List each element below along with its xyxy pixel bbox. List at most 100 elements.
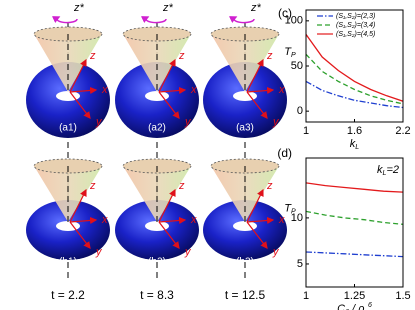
label: kL <box>350 138 360 151</box>
body-axis-label: z <box>266 50 273 62</box>
body-axis <box>69 91 91 119</box>
torus-hole <box>145 91 169 101</box>
body-axis-label: y <box>272 246 280 258</box>
body-axis-label: x <box>190 214 197 226</box>
legend-label: (S₁,S₂)=(3,4) <box>336 22 375 29</box>
label-part: L <box>383 170 387 177</box>
cone <box>211 166 279 222</box>
body-axis-label: x <box>278 214 285 226</box>
label-part: L <box>355 144 359 151</box>
rotation-arrow <box>228 16 255 24</box>
body-axis <box>246 58 264 93</box>
y-tick-label: 10 <box>291 212 303 224</box>
body-axis-label: z <box>266 180 273 192</box>
label-part: / ρ <box>349 303 364 310</box>
body-axis <box>246 221 268 249</box>
label-part: c <box>364 309 368 310</box>
y-tick-label: 100 <box>285 15 303 27</box>
torus-hole <box>233 221 257 231</box>
renders: z* x y z (a1) x y z (b1) t = 2.2 z* x y z (a2) x y z (b2) t… <box>26 2 287 302</box>
panel-label: (b1) <box>59 257 77 268</box>
torus-hole <box>145 221 169 231</box>
x-tick-label: 1 <box>303 290 309 302</box>
body-axis-label: x <box>101 214 108 226</box>
body-axis-label: x <box>190 84 197 96</box>
x-tick-label: 1.5 <box>395 290 410 302</box>
body-axis-label: y <box>184 246 192 258</box>
label: kL=2 <box>377 164 399 177</box>
torus-hole <box>56 91 80 101</box>
render-panel: x y z (b1) <box>26 158 110 268</box>
body-axis-label: z <box>178 50 185 62</box>
panel-label: (a3) <box>236 123 254 134</box>
legend-label: (S₁,S₂)=(4,5) <box>336 31 375 38</box>
label-part: P <box>291 52 296 59</box>
y-tick-label: 50 <box>291 60 303 72</box>
plot-frame <box>305 9 404 123</box>
rotation-arrow <box>51 16 78 24</box>
body-axis <box>246 188 264 223</box>
x-tick-label: 1.6 <box>347 125 362 137</box>
rotation-axis-label: z* <box>250 2 262 14</box>
x-tick-label: 1.25 <box>344 290 365 302</box>
render-panel: x y z (b2) <box>115 158 199 268</box>
x-tick-label: 1 <box>303 125 309 137</box>
panel-label: (d) <box>277 146 292 160</box>
body-axis <box>158 221 180 249</box>
series-line <box>306 182 403 193</box>
series-line <box>306 251 403 258</box>
rotation-arrow <box>140 16 167 24</box>
series-line <box>306 34 403 102</box>
label-part: P <box>291 208 296 215</box>
body-axis <box>69 86 98 95</box>
body-axis-label: z <box>89 50 96 62</box>
body-axis <box>158 188 176 223</box>
body-axis-label: z <box>89 180 96 192</box>
render-panel: x y z (a2) <box>115 26 199 138</box>
cone <box>123 34 191 92</box>
series-line <box>306 53 403 105</box>
torus-hole <box>233 91 257 101</box>
label: C6 / ρc6 <box>337 302 372 310</box>
body-axis <box>69 216 98 225</box>
body-axis-label: x <box>278 84 285 96</box>
body-axis <box>158 91 180 119</box>
panel-label: (b3) <box>236 257 254 268</box>
series-line <box>306 210 403 225</box>
body-axis <box>69 188 87 223</box>
body-axis <box>246 91 268 119</box>
body-axis-label: y <box>272 116 280 128</box>
rotation-axis-label: z* <box>73 2 85 14</box>
body-axis-label: z <box>178 180 185 192</box>
body-axis <box>158 86 187 95</box>
plot-frame <box>305 157 404 288</box>
label-part: C <box>337 303 345 310</box>
label: TP <box>284 202 296 215</box>
render-panel: x y z (a3) <box>203 26 287 138</box>
label-part: k <box>377 164 383 176</box>
series-line <box>306 80 403 109</box>
body-axis-label: y <box>95 246 103 258</box>
label-part: k <box>350 138 356 150</box>
body-axis <box>246 86 275 95</box>
label-part: 6 <box>345 309 349 310</box>
cone <box>123 166 191 222</box>
render-panel: x y z (a1) <box>26 26 110 138</box>
time-label: t = 2.2 <box>51 288 85 302</box>
panel-label: (a1) <box>59 123 77 134</box>
panel-label: (b2) <box>148 257 166 268</box>
panel-label: (c) <box>278 6 292 20</box>
time-label: t = 8.3 <box>140 288 174 302</box>
y-tick-label: 5 <box>297 258 303 270</box>
body-axis-label: y <box>184 116 192 128</box>
cone <box>211 34 279 92</box>
label-part: =2 <box>386 164 399 176</box>
torus-hole <box>56 221 80 231</box>
body-axis <box>69 58 87 93</box>
body-axis <box>158 58 176 93</box>
body-axis <box>158 216 187 225</box>
x-tick-label: 2.2 <box>395 125 410 137</box>
body-axis <box>246 216 275 225</box>
